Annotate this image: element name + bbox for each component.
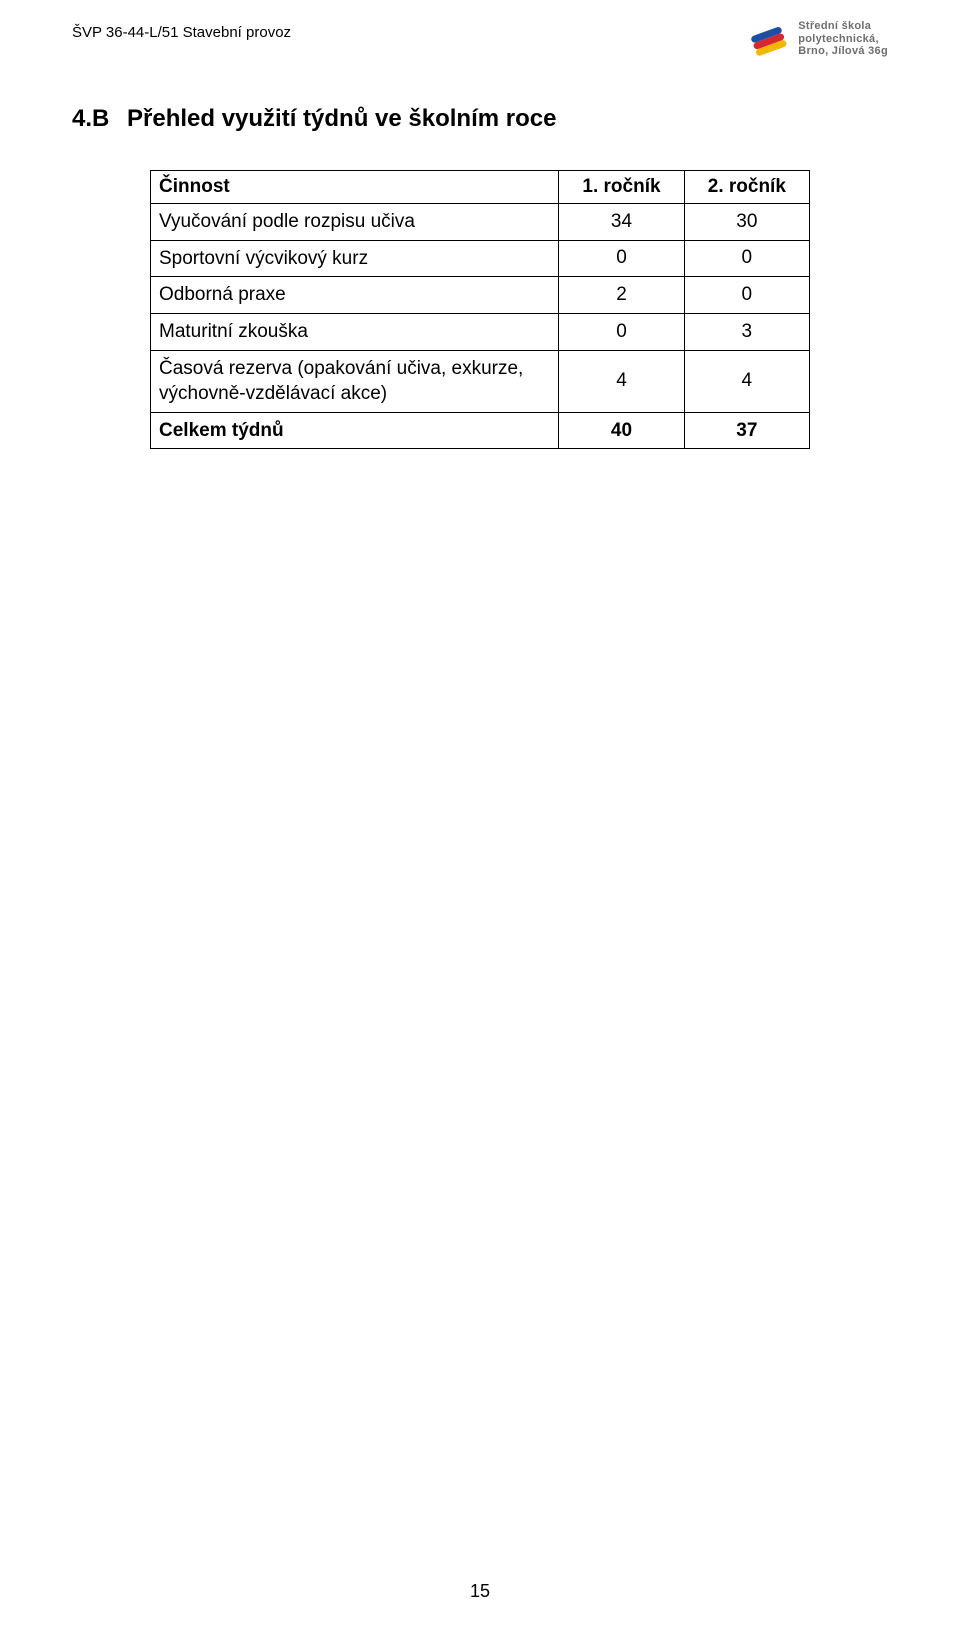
org-block: Střední škola polytechnická, Brno, Jílov…: [746, 20, 888, 58]
total-y1: 40: [559, 412, 684, 449]
row-val-y2: 0: [684, 240, 809, 277]
page-number: 15: [0, 1581, 960, 1602]
total-label: Celkem týdnů: [151, 412, 559, 449]
row-val-y2: 0: [684, 277, 809, 314]
row-label: Sportovní výcvikový kurz: [151, 240, 559, 277]
row-val-y1: 2: [559, 277, 684, 314]
row-val-y2: 30: [684, 204, 809, 241]
row-val-y2: 3: [684, 313, 809, 350]
col-year1-header: 1. ročník: [559, 171, 684, 204]
col-activity-header: Činnost: [151, 171, 559, 204]
table-row: Sportovní výcvikový kurz 0 0: [151, 240, 810, 277]
table-total-row: Celkem týdnů 40 37: [151, 412, 810, 449]
total-y2: 37: [684, 412, 809, 449]
table-row: Odborná praxe 2 0: [151, 277, 810, 314]
table-header-row: Činnost 1. ročník 2. ročník: [151, 171, 810, 204]
page-header: ŠVP 36-44-L/51 Stavební provoz Střední š…: [72, 20, 888, 58]
org-name: Střední škola polytechnická, Brno, Jílov…: [798, 20, 888, 58]
section-title: 4.BPřehled využití týdnů ve školním roce: [72, 105, 556, 133]
doc-code: ŠVP 36-44-L/51 Stavební provoz: [72, 20, 291, 41]
org-line3: Brno, Jílová 36g: [798, 45, 888, 58]
school-logo-icon: [746, 21, 790, 57]
org-line1: Střední škola: [798, 20, 888, 33]
row-val-y1: 0: [559, 240, 684, 277]
col-year2-header: 2. ročník: [684, 171, 809, 204]
row-val-y2: 4: [684, 350, 809, 412]
section-number: 4.B: [72, 105, 127, 133]
org-line2: polytechnická,: [798, 33, 888, 46]
section-heading: Přehled využití týdnů ve školním roce: [127, 105, 556, 132]
row-label: Časová rezerva (opakování učiva, exkurze…: [151, 350, 559, 412]
row-val-y1: 4: [559, 350, 684, 412]
row-label: Odborná praxe: [151, 277, 559, 314]
table-row: Časová rezerva (opakování učiva, exkurze…: [151, 350, 810, 412]
table-row: Maturitní zkouška 0 3: [151, 313, 810, 350]
row-label: Maturitní zkouška: [151, 313, 559, 350]
table-row: Vyučování podle rozpisu učiva 34 30: [151, 204, 810, 241]
weeks-table: Činnost 1. ročník 2. ročník Vyučování po…: [150, 170, 810, 449]
row-label: Vyučování podle rozpisu učiva: [151, 204, 559, 241]
row-val-y1: 34: [559, 204, 684, 241]
row-val-y1: 0: [559, 313, 684, 350]
